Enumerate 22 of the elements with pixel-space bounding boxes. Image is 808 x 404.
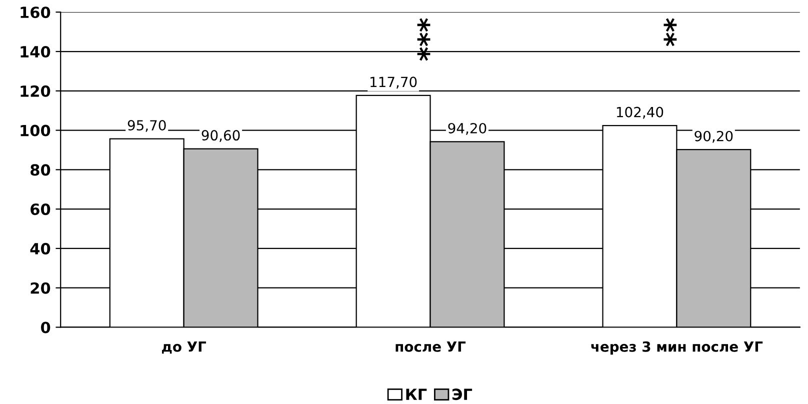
data-label: 102,40 [616,106,664,119]
data-label: 90,60 [202,130,240,142]
data-label: 94,20 [448,122,486,135]
annotation: *** [417,18,430,61]
annotation: ** [664,18,677,46]
y-tick-label: 160 [20,6,50,18]
x-tick-label: до УГ [162,342,206,354]
y-tick-label: 140 [20,46,50,58]
legend-label: ЭГ [452,388,472,400]
y-tick-label: 80 [30,164,50,176]
x-tick-label: через 3 мин после УГ [591,341,763,355]
y-tick-label: 120 [20,85,50,97]
y-tick-label: 20 [30,282,50,294]
data-label: 95,70 [128,120,166,132]
legend-label: КГ [406,388,427,400]
y-tick-label: 60 [30,204,50,216]
x-tick-label: после УГ [396,342,466,352]
data-label: 117,70 [370,76,417,89]
y-tick-label: 40 [30,242,50,254]
y-tick-label: 100 [20,124,50,136]
data-label: 90,20 [694,130,733,143]
y-tick-label: 0 [40,322,50,334]
